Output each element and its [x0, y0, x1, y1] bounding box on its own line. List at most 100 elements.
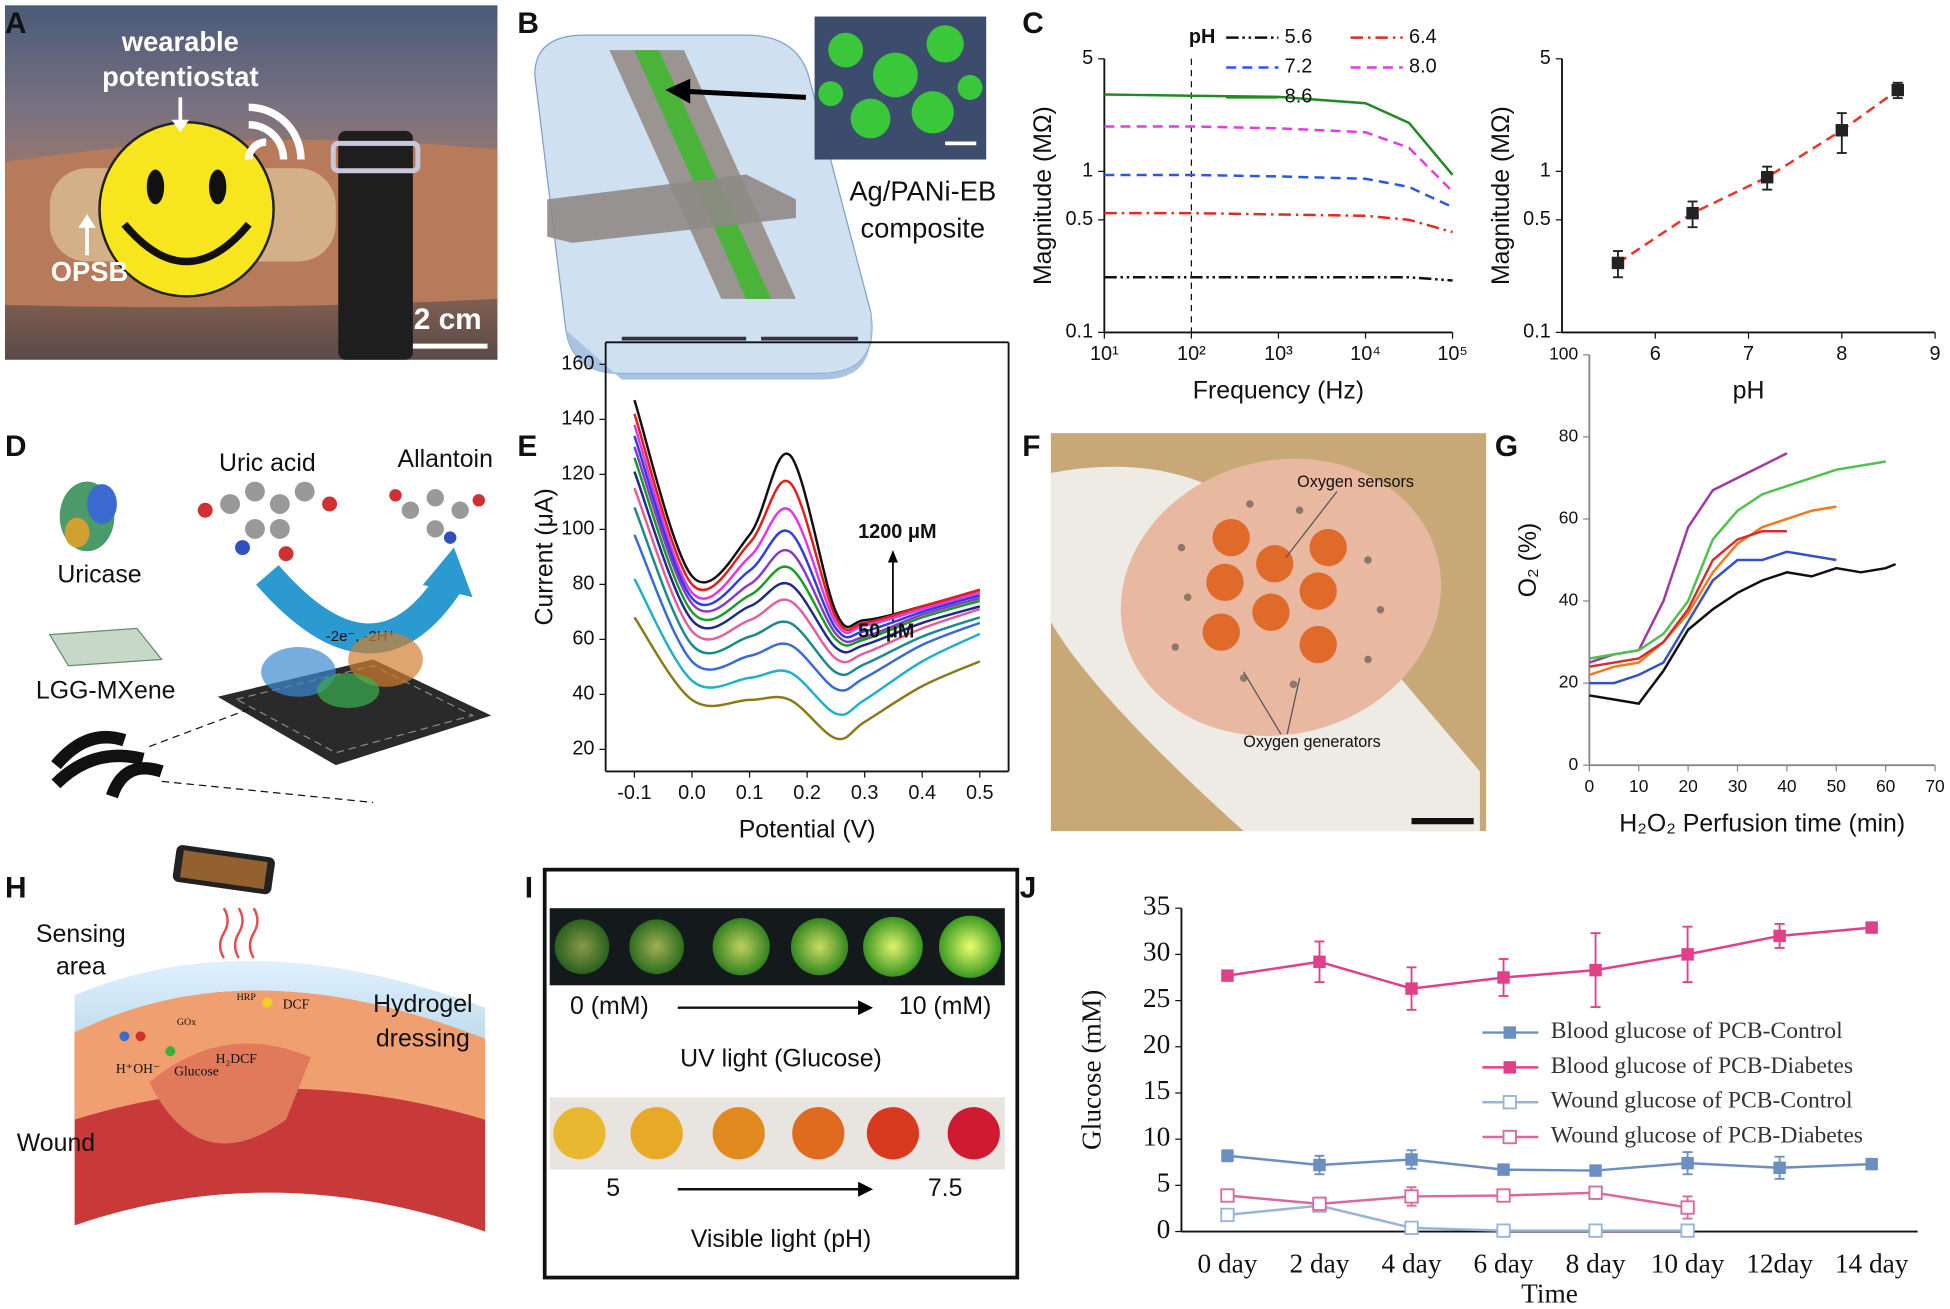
species: H₂DCF [216, 1051, 258, 1066]
arrowhead [78, 214, 96, 228]
marker [1312, 1196, 1327, 1211]
x-tick-label: 30 [1728, 776, 1747, 796]
legend-label: 8.0 [1409, 56, 1437, 78]
series-line [633, 446, 981, 644]
chart: 20 40 60 80 100 120 140 160 -0.1 0.0 0.1 0.2 0.3 0.4 0… [531, 341, 1010, 844]
x-tick-label: 10 day [1651, 1249, 1725, 1279]
y-tick-label: 0.1 [1066, 321, 1094, 343]
series-line [633, 616, 981, 741]
x-tick-label: 0.0 [678, 782, 706, 804]
series-line [1104, 276, 1453, 282]
particles [818, 25, 983, 139]
y-tick-label: 5 [1157, 1168, 1171, 1198]
y-tick-label: 30 [1143, 937, 1170, 967]
label: composite [860, 213, 985, 244]
band [547, 174, 796, 243]
x-tick-label: 40 [1777, 776, 1796, 796]
panel-label: J [1020, 871, 1037, 904]
panel-b: Ag/PANi-EB composite [534, 16, 996, 380]
marker [1496, 1223, 1511, 1238]
marker [1496, 1188, 1511, 1203]
series-line [1104, 211, 1453, 234]
panel-label: B [517, 7, 539, 40]
series-line [1617, 89, 1899, 264]
panel-h: H⁺ OH⁻ Glucose GOx HRP DCF H₂DCF Sensing… [17, 845, 486, 1232]
series-line [1589, 530, 1787, 668]
label: Allantoin [398, 445, 493, 473]
x-tick-label: 14 day [1835, 1249, 1909, 1279]
oxygen-sensors [1202, 518, 1347, 664]
y-axis-title: Magnitude (MΩ) [1029, 106, 1057, 285]
marker [1773, 929, 1786, 943]
proteins [261, 632, 423, 708]
label: 7.5 [928, 1174, 963, 1202]
annotation: 50 μM [858, 620, 914, 642]
x-tick-label: 10³ [1264, 343, 1293, 365]
legend-label: Blood glucose of PCB-Control [1551, 1018, 1843, 1044]
y-tick-label: 60 [572, 628, 594, 650]
marker [1502, 1129, 1517, 1145]
x-tick-label: 0 [1585, 776, 1595, 796]
y-tick-label: 80 [1559, 425, 1578, 445]
series-line [633, 435, 981, 639]
y-tick-label: 40 [1559, 590, 1578, 610]
smile [121, 221, 252, 266]
marker [1221, 969, 1234, 982]
series-line [633, 457, 981, 647]
panel-label: H [5, 871, 27, 904]
y-axis-title: Glucose (mM) [1077, 990, 1107, 1150]
x-tick-label: 0.3 [851, 782, 879, 804]
series-line [633, 578, 981, 716]
species: DCF [283, 996, 310, 1011]
panel-a: wearable potentiostat OPSB 2 cm [4, 5, 498, 360]
x-tick-label: 12day [1746, 1249, 1813, 1279]
marker [1611, 256, 1625, 270]
series-line [1104, 93, 1454, 176]
label: Wound [17, 1129, 95, 1157]
x-tick-label: 6 day [1474, 1249, 1534, 1279]
vis-strip [549, 1097, 1005, 1170]
chart: 0 5 10 15 20 25 30 35 0 day 2 day 4 day 6 day 8 day 1… [1077, 890, 1918, 1308]
y-tick-label: 0.5 [1523, 208, 1551, 230]
x-tick-label: 0.2 [793, 782, 821, 804]
panel-f: Oxygen sensors Oxygen generators [1050, 433, 1487, 832]
callout [1285, 491, 1338, 558]
species: Glucose [174, 1063, 219, 1078]
ion [119, 1031, 130, 1042]
series-line [1104, 173, 1454, 209]
x-tick-label: 7 [1743, 343, 1754, 365]
y-tick-label: 40 [572, 683, 594, 705]
wireless [244, 103, 305, 160]
y-axis-title: Current (μA) [531, 488, 559, 625]
panel-label: I [525, 871, 533, 904]
y-tick-label: 100 [1549, 343, 1578, 363]
panel-label: E [517, 430, 537, 463]
label: Uricase [57, 561, 141, 589]
species: OH⁻ [133, 1061, 160, 1076]
marker [1589, 963, 1602, 977]
mxene-sheet [48, 627, 163, 667]
y-tick-label: 0.1 [1523, 321, 1551, 343]
marker [1220, 1188, 1235, 1203]
label: dressing [376, 1025, 470, 1053]
label: potentiostat [102, 61, 258, 92]
x-axis-title: Frequency (Hz) [1193, 377, 1364, 405]
species: H⁺ [116, 1061, 133, 1076]
legend-label: Wound glucose of PCB-Control [1551, 1088, 1853, 1114]
y-tick-label: 160 [561, 353, 594, 375]
marker [1503, 1061, 1516, 1074]
x-tick-label: 8 [1836, 343, 1847, 365]
legend-label: 7.2 [1285, 56, 1313, 78]
x-tick-label: 4 day [1382, 1249, 1442, 1279]
marker [1404, 1189, 1419, 1204]
series-line [633, 413, 981, 632]
zoom-line [161, 780, 374, 804]
panel-label: D [5, 430, 27, 463]
composite-strip [634, 50, 772, 299]
x-tick-label: 0.1 [736, 782, 764, 804]
marker [1760, 170, 1774, 184]
y-tick-label: 100 [561, 518, 594, 540]
series-line [633, 487, 981, 664]
buckle [330, 140, 421, 174]
y-tick-label: 1 [1082, 160, 1093, 182]
